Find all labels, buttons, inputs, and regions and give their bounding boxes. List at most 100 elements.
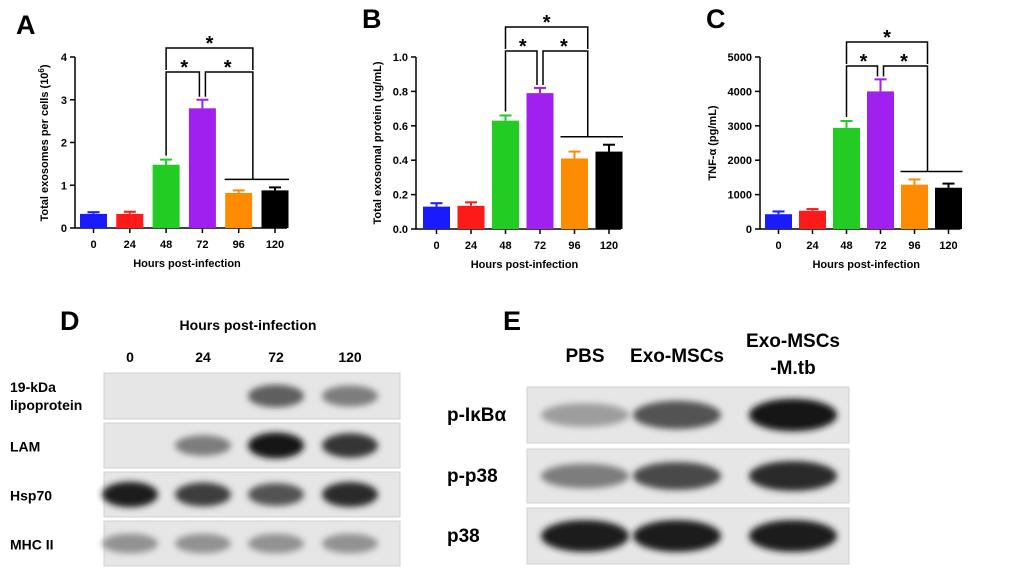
y-tick-label: 0	[746, 224, 752, 236]
row-label: LAM	[10, 439, 40, 455]
x-tick-label: 96	[233, 239, 245, 251]
blot-band	[175, 435, 231, 456]
blot-band	[541, 403, 629, 427]
blot-band	[749, 520, 837, 552]
sig-bracket-48-72	[165, 71, 201, 156]
x-tick-label: 24	[465, 240, 478, 252]
x-tick-label: 48	[160, 239, 172, 251]
bar-72	[526, 93, 554, 230]
blot-band	[633, 461, 721, 491]
bar-96	[561, 158, 588, 229]
sig-bracket-48-72	[504, 50, 538, 112]
blot-band	[175, 482, 231, 507]
significance-star: *	[519, 36, 527, 58]
significance-star: *	[180, 57, 188, 79]
x-axis-label: Hours post-infection	[471, 259, 579, 271]
lane-label-line2: -M.tb	[770, 358, 815, 379]
x-axis-label: Hours post-infection	[133, 258, 241, 270]
lane-label: Exo-MSCs	[746, 331, 840, 352]
sig-bracket-48-72	[845, 65, 879, 117]
x-tick-label: 0	[90, 239, 96, 251]
lane-label: 0	[126, 349, 134, 365]
sig-bracket-72-group	[204, 71, 254, 180]
y-tick-label: 2	[61, 138, 67, 150]
lane-label: 72	[268, 349, 284, 365]
x-tick-label: 48	[840, 240, 852, 252]
bar-48	[492, 120, 519, 229]
chart-a-ylabel: Total exosomes per cells (106)	[37, 64, 51, 221]
sig-bracket-72-group	[882, 65, 929, 172]
bar-0	[423, 206, 450, 229]
sig-bracket-72-group	[542, 50, 589, 137]
y-tick-label: 0.0	[393, 224, 408, 236]
sig-bracket-48-group	[165, 47, 254, 70]
panel-letter-e: E	[503, 306, 521, 336]
chart-a-total-exosomes: 0 1 2 3 4 0 24 48 72 96 120 Hours post-infection * * *	[61, 33, 289, 270]
bar-72	[867, 91, 894, 230]
lane-label: PBS	[565, 346, 604, 367]
blot-band	[248, 483, 304, 506]
x-axis-label: Hours post-infection	[812, 259, 920, 271]
blot-band	[633, 520, 721, 552]
lane-label: 120	[338, 349, 362, 365]
bar-120	[261, 190, 289, 228]
bar-96	[901, 184, 928, 229]
x-tick-label: 24	[124, 239, 137, 251]
row-label: 19-kDa	[10, 379, 56, 395]
row-label: MHC II	[10, 537, 54, 553]
x-tick-label: 120	[600, 240, 618, 252]
blot-band	[633, 400, 721, 430]
panel-letter-a: A	[16, 10, 36, 40]
x-tick-label: 72	[534, 240, 546, 252]
x-tick-label: 24	[806, 240, 819, 252]
blot-d: 0 24 72 120 19-kDa lipoprotein LAM Hsp70 MHC II	[10, 349, 401, 567]
significance-star: *	[900, 51, 908, 73]
blot-band	[322, 481, 378, 508]
x-tick-label: 120	[939, 240, 957, 252]
blot-band	[322, 385, 378, 407]
x-tick-label: 0	[775, 240, 781, 252]
chart-b-exosomal-protein: 0.0 0.2 0.4 0.6 0.8 1.0 0 24 48 72 96 120 Hours post…	[372, 12, 623, 271]
bar-120	[595, 151, 623, 229]
y-tick-label: 0.4	[393, 155, 409, 167]
x-tick-label: 48	[499, 240, 511, 252]
row-label: p38	[447, 526, 480, 547]
blot-band	[541, 520, 629, 552]
y-tick-label: 4	[61, 52, 68, 64]
blot-band	[749, 460, 837, 492]
significance-star: *	[543, 12, 551, 34]
blot-d-title: Hours post-infection	[180, 317, 317, 333]
blot-band	[749, 398, 837, 432]
y-tick-label: 3	[61, 95, 67, 107]
y-tick-label: 0.2	[393, 190, 408, 202]
lane-label: 24	[195, 349, 211, 365]
y-tick-label: 3000	[728, 121, 752, 133]
x-tick-label: 96	[908, 240, 920, 252]
row-label: p-p38	[447, 466, 498, 487]
y-tick-label: 1.0	[393, 52, 408, 64]
blot-band	[322, 533, 378, 554]
bar-120	[935, 187, 962, 229]
bar-24	[116, 213, 144, 228]
bar-72	[188, 108, 216, 228]
chart-c-tnf-alpha: 0 1000 2000 3000 4000 5000 0 24 48 72 96 120 Hours p…	[707, 27, 963, 271]
blot-band	[248, 384, 304, 408]
significance-star: *	[860, 51, 868, 73]
y-tick-label: 1	[61, 180, 67, 192]
significance-star: *	[224, 57, 232, 79]
y-tick-label: 0	[61, 223, 67, 235]
bar-0	[80, 213, 107, 228]
y-tick-label: 0.8	[393, 86, 408, 98]
lane-label: Exo-MSCs	[630, 346, 724, 367]
blot-band	[248, 533, 304, 554]
bar-0	[765, 214, 792, 229]
blot-e: PBS Exo-MSCs Exo-MSCs p-IκBα p-p38 p38 -M.tb	[447, 331, 850, 565]
x-tick-label: 72	[196, 239, 208, 251]
panel-letter-b: B	[362, 4, 382, 34]
blot-band	[175, 533, 231, 554]
significance-star: *	[206, 33, 214, 55]
x-tick-label: 96	[568, 240, 580, 252]
panel-letter-c: C	[706, 4, 726, 34]
